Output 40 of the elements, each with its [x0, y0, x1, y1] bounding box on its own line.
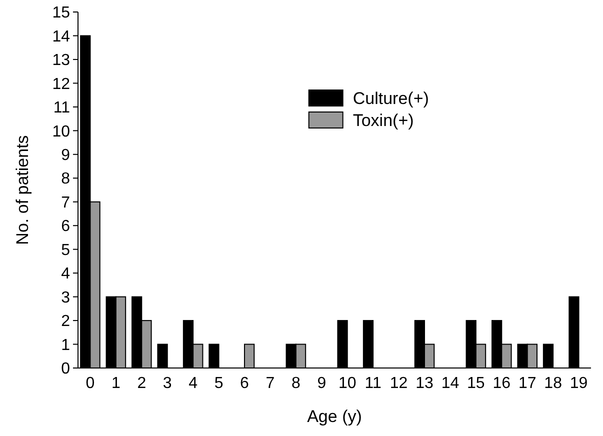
x-tick-label: 6	[240, 375, 250, 392]
y-tick-label: 0	[61, 360, 70, 378]
y-tick-label: 10	[52, 123, 70, 140]
y-tick-label: 15	[52, 4, 70, 22]
y-tick-label: 3	[61, 289, 70, 306]
x-tick-label: 2	[137, 375, 146, 392]
y-tick-label: 4	[61, 266, 70, 283]
x-tick-label: 7	[266, 375, 275, 392]
x-tick-label: 10	[338, 375, 356, 392]
x-tick-label: 8	[291, 375, 300, 392]
y-tick-label: 8	[61, 170, 70, 188]
x-tick-label: 1	[111, 375, 120, 392]
y-tick-label: 5	[61, 242, 70, 259]
legend-label: Culture(+)	[352, 88, 429, 108]
x-tick-label: 14	[441, 375, 460, 392]
x-tick-label: 19	[570, 375, 588, 392]
x-tick-label: 16	[492, 375, 511, 392]
x-tick-label: 0	[86, 375, 95, 392]
x-tick-label: 18	[544, 375, 562, 392]
x-tick-label: 15	[467, 375, 485, 392]
y-tick-label: 11	[53, 100, 70, 117]
y-tick-label: 7	[61, 194, 70, 212]
x-tick-label: 17	[518, 375, 536, 392]
y-tick-label: 9	[61, 147, 70, 164]
x-tick-label: 9	[317, 375, 326, 392]
x-tick-label: 3	[162, 375, 172, 392]
y-tick-label: 12	[52, 76, 70, 93]
y-tick-label: 6	[61, 218, 70, 236]
y-tick-label: 2	[61, 313, 70, 330]
x-tick-label: 5	[214, 375, 224, 392]
x-tick-label: 12	[390, 375, 408, 392]
x-axis-title: Age (y)	[307, 407, 362, 426]
x-tick-label: 11	[364, 375, 382, 392]
legend-label: Toxin(+)	[352, 110, 414, 130]
x-tick-label: 4	[188, 375, 198, 392]
y-tick-label: 14	[52, 28, 70, 46]
y-tick-label: 1	[61, 336, 70, 354]
y-tick-label: 13	[52, 52, 70, 70]
x-tick-label: 13	[416, 375, 434, 392]
y-axis-title: No. of patients	[13, 135, 32, 245]
